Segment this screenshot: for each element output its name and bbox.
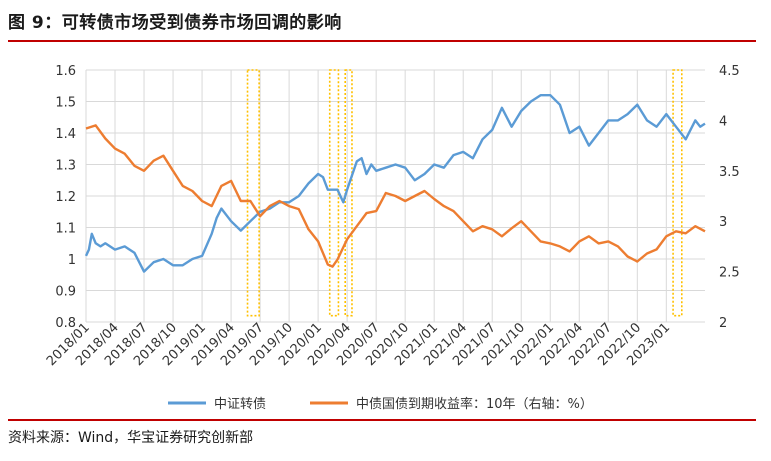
series-line-bond-yield: [85, 124, 706, 268]
series-line-cb-index: [84, 93, 706, 273]
y-tick-label: 1.6: [55, 64, 76, 79]
figure-title: 图 9：可转债市场受到债券市场回调的影响: [8, 13, 342, 33]
y-tick-label: 1.5: [55, 96, 76, 111]
highlight-window: [328, 69, 340, 317]
y-tick-label: 1.1: [55, 222, 76, 237]
highlight-window: [672, 69, 683, 317]
y-tick-label: 0.8: [55, 316, 76, 331]
y2-tick-label: 4.5: [719, 64, 740, 79]
y-tick-label: 1.3: [55, 159, 76, 174]
y-tick-label: 1: [68, 253, 76, 268]
legend-label-cb-index: 中证转债: [214, 397, 266, 412]
source-note: 资料来源：Wind，华宝证券研究创新部: [8, 430, 254, 446]
y2-tick-label: 4: [719, 114, 727, 129]
y-tick-label: 1.4: [55, 127, 76, 142]
y-tick-label: 1.2: [55, 190, 76, 205]
highlight-window: [344, 69, 353, 317]
legend-label-bond-yield: 中债国债到期收益率：10年（右轴：%）: [356, 396, 593, 412]
source-rule: [8, 419, 756, 421]
y2-tick-label: 3.5: [719, 165, 740, 180]
y-tick-label: 0.9: [55, 285, 76, 300]
y2-tick-label: 2: [719, 316, 727, 331]
title-rule: [8, 40, 756, 42]
y2-tick-label: 3: [719, 215, 727, 230]
y2-tick-label: 2.5: [719, 266, 740, 281]
highlight-window: [246, 69, 260, 317]
